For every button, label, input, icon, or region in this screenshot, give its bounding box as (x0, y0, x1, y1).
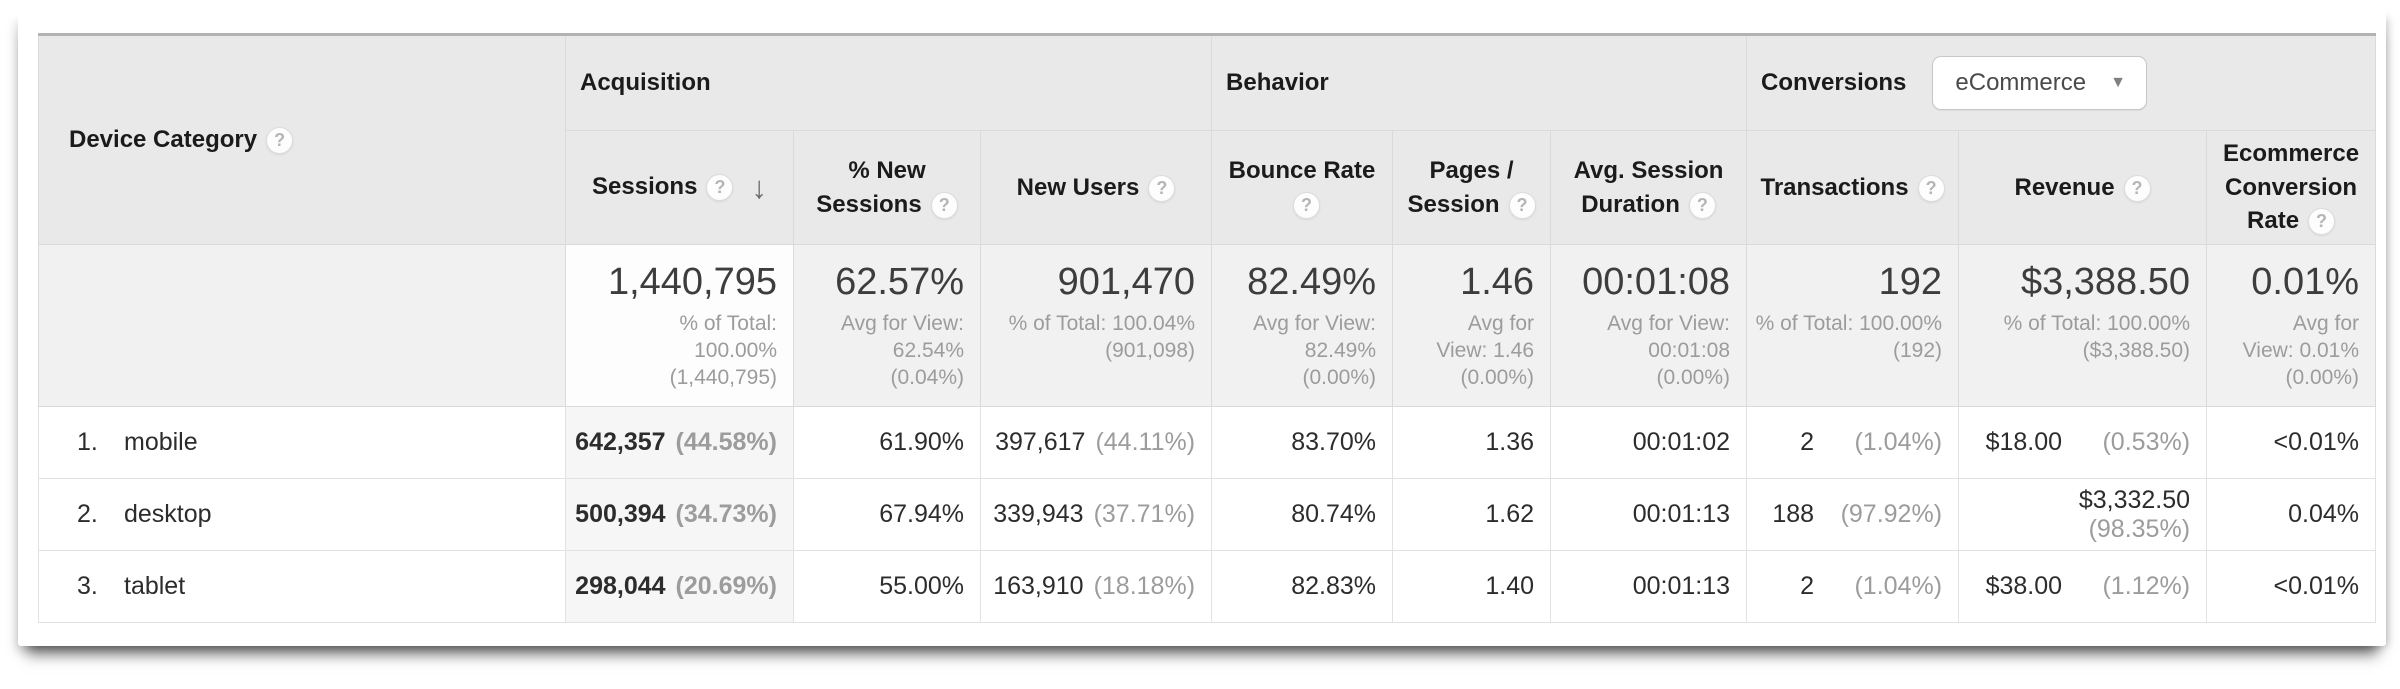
acquisition-group-label: Acquisition (580, 69, 711, 96)
totals-row: 1,440,795 % of Total: 100.00% (1,440,795… (38, 244, 2377, 407)
column-header-new-users[interactable]: New Users? (979, 130, 1213, 245)
cell-new-users: 339,943 (37.71%) (979, 478, 1213, 551)
cell-sessions: 500,394 (34.73%) (565, 478, 794, 551)
sort-descending-icon: ↓ (751, 169, 767, 205)
column-header-pages-session[interactable]: Pages / Session? (1392, 130, 1552, 245)
cell-ecommerce-conversion-rate: <0.01% (2206, 550, 2377, 623)
cell-bounce-rate: 80.74% (1211, 478, 1394, 551)
column-header-new-sessions[interactable]: % New Sessions? (793, 130, 981, 245)
help-icon[interactable]: ? (706, 174, 734, 201)
sessions-header-label: Sessions (592, 172, 698, 200)
chevron-down-icon: ▼ (2110, 74, 2126, 91)
group-header-acquisition: Acquisition (564, 34, 1213, 131)
device-category-table: Device Category? Acquisition Behavior Co… (38, 33, 2377, 623)
help-icon[interactable]: ? (930, 191, 958, 219)
totals-transactions: 192 % of Total: 100.00% (192) (1746, 244, 1960, 407)
avg-session-duration-header-label: Avg. Session Duration (1573, 156, 1724, 218)
column-header-transactions[interactable]: Transactions? (1746, 130, 1960, 245)
cell-new-sessions: 67.94% (793, 478, 981, 551)
table-row-desktop: 2. desktop 500,394 (34.73%) 67.94% 339,943… (38, 478, 2377, 551)
new-users-header-label: New Users (1016, 173, 1140, 201)
pages-session-header-label: Pages / Session (1407, 156, 1514, 218)
cell-pages-session: 1.40 (1392, 550, 1552, 623)
device-category-label: Device Category (69, 125, 258, 153)
bounce-rate-header-label: Bounce Rate (1228, 156, 1376, 184)
behavior-group-label: Behavior (1226, 69, 1329, 96)
help-icon[interactable]: ? (2123, 174, 2151, 202)
cell-sessions: 298,044 (20.69%) (565, 550, 794, 623)
cell-pages-session: 1.62 (1392, 478, 1552, 551)
cell-new-sessions: 55.00% (793, 550, 981, 623)
cell-bounce-rate: 83.70% (1211, 406, 1394, 479)
conversions-goal-dropdown[interactable]: eCommerce ▼ (1932, 56, 2147, 110)
row-index: 3. (77, 572, 98, 600)
group-header-behavior: Behavior (1211, 34, 1748, 131)
cell-transactions: 188 (97.92%) (1746, 478, 1960, 551)
column-header-bounce-rate[interactable]: Bounce Rate? (1211, 130, 1394, 245)
cell-sessions: 642,357 (44.58%) (565, 406, 794, 479)
help-icon[interactable]: ? (266, 127, 294, 155)
cell-avg-session-duration: 00:01:13 (1550, 478, 1748, 551)
help-icon[interactable]: ? (1917, 174, 1945, 202)
device-label[interactable]: mobile (124, 428, 198, 456)
row-index: 2. (77, 500, 98, 528)
new-sessions-header-label: % New Sessions (816, 156, 926, 218)
help-icon[interactable]: ? (1293, 191, 1321, 219)
cell-new-users: 397,617 (44.11%) (979, 406, 1213, 479)
cell-transactions: 2 (1.04%) (1746, 406, 1960, 479)
report-card: Device Category? Acquisition Behavior Co… (18, 10, 2386, 646)
totals-new-sessions: 62.57% Avg for View: 62.54% (0.04%) (793, 244, 981, 407)
device-cell-desktop[interactable]: 2. desktop (38, 478, 566, 551)
conversions-group-label: Conversions (1761, 69, 1907, 96)
device-label[interactable]: desktop (124, 500, 212, 528)
ecommerce-conversion-rate-header-label: Ecommerce Conversion Rate (2222, 140, 2360, 235)
cell-ecommerce-conversion-rate: 0.04% (2206, 478, 2377, 551)
totals-revenue: $3,388.50 % of Total: 100.00% ($3,388.50… (1958, 244, 2208, 407)
transactions-header-label: Transactions (1760, 173, 1909, 201)
cell-avg-session-duration: 00:01:13 (1550, 550, 1748, 623)
help-icon[interactable]: ? (1688, 191, 1716, 219)
table-row-mobile: 1. mobile 642,357 (44.58%) 61.90% 397,617(… (38, 406, 2377, 479)
cell-revenue: $38.00 (1.12%) (1958, 550, 2208, 623)
cell-revenue: $18.00 (0.53%) (1958, 406, 2208, 479)
help-icon[interactable]: ? (1508, 191, 1536, 219)
totals-device-cell (38, 244, 566, 407)
help-icon[interactable]: ? (1148, 174, 1176, 202)
revenue-header-label: Revenue (2014, 173, 2115, 201)
cell-new-sessions: 61.90% (793, 406, 981, 479)
column-header-row: Sessions? ↓ % New Sessions? New Users? Bo… (39, 130, 2377, 245)
cell-transactions: 2 (1.04%) (1746, 550, 1960, 623)
cell-pages-session: 1.36 (1392, 406, 1552, 479)
column-header-revenue[interactable]: Revenue? (1958, 130, 2208, 245)
device-cell-tablet[interactable]: 3. tablet (38, 550, 566, 623)
totals-new-users: 901,470 % of Total: 100.04% (901,098) (979, 244, 1213, 407)
column-header-ecommerce-conversion-rate[interactable]: Ecommerce Conversion Rate? (2206, 130, 2377, 245)
totals-ecommerce-conversion-rate: 0.01% Avg for View: 0.01% (0.00%) (2206, 244, 2377, 407)
device-label[interactable]: tablet (124, 572, 186, 600)
cell-bounce-rate: 82.83% (1211, 550, 1394, 623)
group-header-row: Device Category? Acquisition Behavior Co… (38, 34, 2377, 245)
totals-pages-session: 1.46 Avg for View: 1.46 (0.00%) (1392, 244, 1552, 407)
column-header-avg-session-duration[interactable]: Avg. Session Duration? (1550, 130, 1748, 245)
cell-ecommerce-conversion-rate: <0.01% (2206, 406, 2377, 479)
cell-revenue: $3,332.50(98.35%) (1958, 478, 2208, 551)
cell-new-users: 163,910 (18.18%) (979, 550, 1213, 623)
cell-avg-session-duration: 00:01:02 (1550, 406, 1748, 479)
table-row-tablet: 3. tablet 298,044 (20.69%) 55.00% 163,910(… (38, 550, 2377, 623)
group-header-conversions: Conversions eCommerce ▼ (1746, 34, 2377, 131)
column-header-device-category[interactable]: Device Category? (38, 34, 566, 245)
row-index: 1. (77, 428, 98, 456)
totals-bounce-rate: 82.49% Avg for View: 82.49% (0.00%) (1211, 244, 1394, 407)
device-cell-mobile[interactable]: 1. mobile (38, 406, 566, 479)
dropdown-selected-value: eCommerce (1955, 69, 2087, 96)
column-header-sessions[interactable]: Sessions? ↓ (565, 130, 794, 245)
totals-sessions: 1,440,795 % of Total: 100.00% (1,440,795… (565, 244, 794, 407)
help-icon[interactable]: ? (2308, 208, 2336, 236)
totals-avg-session-duration: 00:01:08 Avg for View: 00:01:08 (0.00%) (1550, 244, 1748, 407)
